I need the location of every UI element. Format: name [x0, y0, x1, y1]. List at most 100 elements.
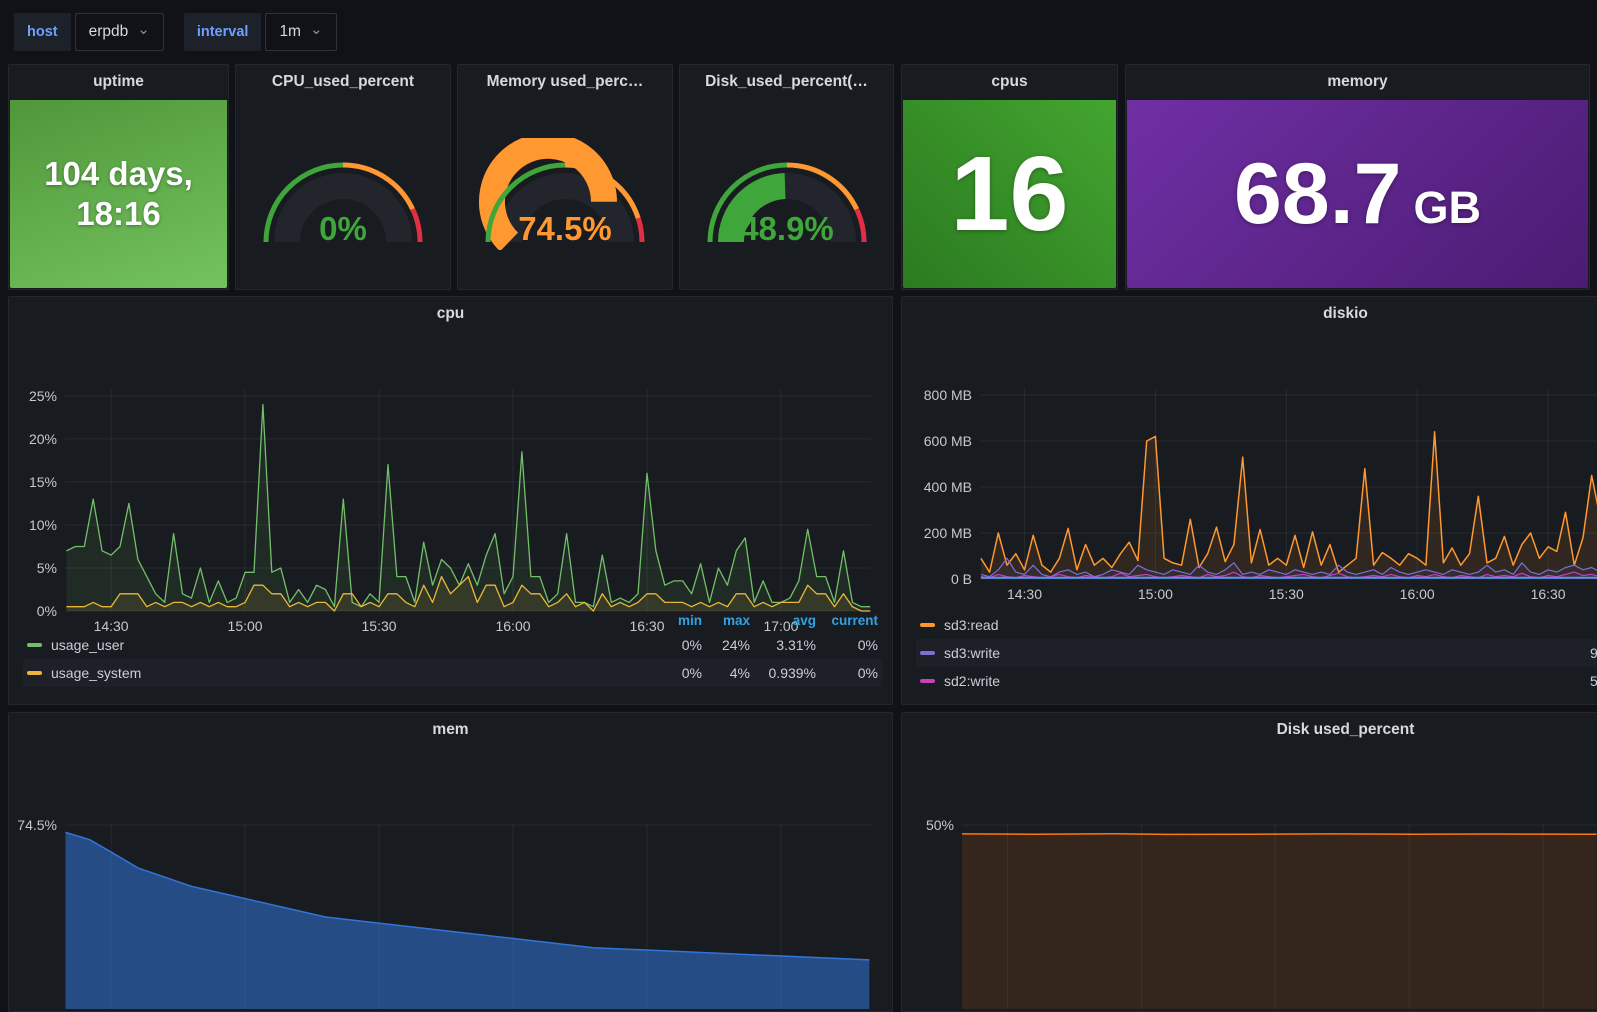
svg-text:74.5%: 74.5% — [518, 210, 612, 247]
svg-text:10%: 10% — [29, 517, 57, 533]
svg-text:16:00: 16:00 — [1400, 586, 1435, 602]
stat-value: 93 — [1590, 645, 1597, 661]
panel-title[interactable]: memory — [1327, 73, 1388, 90]
var-value-host: erpdb — [88, 23, 129, 40]
var-label-host: host — [14, 13, 71, 51]
svg-text:16:00: 16:00 — [495, 618, 530, 634]
legend-series-toggle[interactable]: sd3:write — [920, 645, 1597, 661]
panel-title[interactable]: cpu — [436, 305, 465, 322]
stat-avg: 0.939% — [768, 665, 816, 681]
memory-stat: 68.7 GB — [1127, 100, 1588, 288]
svg-text:5%: 5% — [37, 560, 57, 576]
panel-cpu-gauge: CPU_used_percent 0% — [235, 64, 451, 290]
panel-title[interactable]: uptime — [93, 73, 144, 90]
panel-title[interactable]: Disk used_percent — [1276, 721, 1415, 738]
panel-diskio-chart: diskio 14:30 15:00 15:30 16:00 16:30 0 B 200 M… — [901, 296, 1597, 705]
svg-text:800 MB: 800 MB — [924, 387, 972, 403]
svg-text:20%: 20% — [29, 431, 57, 447]
legend-series-toggle[interactable]: sd3:read — [920, 617, 1597, 633]
panel-disk-percent-chart: Disk used_percent 50% — [901, 712, 1597, 1012]
legend-sort-max[interactable]: max — [722, 612, 750, 628]
diskio-legend: sd3:read 6 sd3:write 93 sd2:write 59 — [916, 611, 1597, 695]
panel-disk-gauge: Disk_used_percent(… 48.9% — [679, 64, 894, 290]
svg-text:0%: 0% — [37, 603, 57, 619]
panel-mem-chart: mem 74.5% — [8, 712, 893, 1012]
series-color-swatch — [27, 643, 42, 647]
legend-series-toggle[interactable]: usage_system — [27, 665, 650, 681]
svg-text:15:30: 15:30 — [1269, 586, 1304, 602]
mem-chart-canvas[interactable]: 74.5% — [9, 747, 892, 1011]
var-value-interval: 1m — [279, 23, 301, 40]
cpus-stat: 16 — [903, 100, 1116, 288]
stat-avg: 3.31% — [776, 637, 816, 653]
legend-row-sd2-write: sd2:write 59 — [916, 667, 1597, 695]
svg-text:14:30: 14:30 — [1007, 586, 1042, 602]
svg-text:0%: 0% — [319, 210, 367, 247]
var-select-host[interactable]: erpdb ⌄ — [74, 13, 164, 51]
svg-text:15:30: 15:30 — [362, 618, 397, 634]
panel-title[interactable]: diskio — [1323, 305, 1368, 322]
svg-text:48.9%: 48.9% — [740, 210, 834, 247]
svg-text:200 MB: 200 MB — [924, 525, 972, 541]
uptime-value-line2: 18:16 — [76, 195, 161, 232]
panel-cpus: cpus 16 — [901, 64, 1118, 290]
memory-usage-gauge: 74.5% — [458, 99, 672, 289]
stat-max: 4% — [729, 665, 750, 681]
stat-max: 24% — [721, 637, 750, 653]
variable-interval: interval 1m ⌄ — [183, 13, 337, 51]
legend-sort-current[interactable]: current — [831, 612, 878, 628]
svg-text:14:30: 14:30 — [94, 618, 129, 634]
legend-series-toggle[interactable]: sd2:write — [920, 673, 1597, 689]
legend-row-sd3-write: sd3:write 93 — [916, 639, 1597, 667]
panel-title[interactable]: Disk_used_percent(… — [705, 73, 868, 90]
svg-text:15:00: 15:00 — [228, 618, 263, 634]
disk-percent-chart-canvas[interactable]: 50% — [902, 747, 1597, 1011]
var-select-interval[interactable]: 1m ⌄ — [265, 13, 337, 51]
panel-title[interactable]: cpus — [991, 73, 1028, 90]
stat-min: 0% — [681, 637, 702, 653]
series-color-swatch — [27, 671, 42, 675]
variable-host: host erpdb ⌄ — [14, 13, 164, 51]
cpu-usage-gauge: 0% — [236, 99, 450, 289]
legend-row-usage-system: usage_system 0% 4% 0.939% 0% — [23, 659, 882, 687]
panel-memory-gauge: Memory used_perc… 74.5% — [457, 64, 673, 290]
panel-title[interactable]: mem — [432, 721, 469, 738]
legend-sort-min[interactable]: min — [677, 612, 702, 628]
legend-row-usage-user: usage_user 0% 24% 3.31% 0% — [23, 631, 882, 659]
stat-min: 0% — [681, 665, 702, 681]
svg-text:15%: 15% — [29, 474, 57, 490]
cpu-legend: min max avg current usage_user 0% 24% 3.… — [23, 609, 882, 687]
svg-text:15:00: 15:00 — [1138, 586, 1173, 602]
svg-text:17:00: 17:00 — [763, 618, 798, 634]
legend-sort-avg[interactable]: avg — [792, 612, 816, 628]
panel-title[interactable]: Memory used_perc… — [486, 73, 644, 90]
panel-memory-stat: memory 68.7 GB — [1125, 64, 1590, 290]
cpus-value: 16 — [950, 134, 1069, 253]
var-label-interval: interval — [183, 13, 262, 51]
svg-text:400 MB: 400 MB — [924, 479, 972, 495]
series-color-swatch — [920, 623, 935, 627]
series-color-swatch — [920, 651, 935, 655]
legend-series-toggle[interactable]: usage_user — [27, 637, 650, 653]
svg-text:50%: 50% — [926, 817, 954, 833]
panel-title[interactable]: CPU_used_percent — [271, 73, 415, 90]
svg-text:0 B: 0 B — [951, 571, 972, 587]
svg-text:25%: 25% — [29, 388, 57, 404]
memory-value: 68.7 — [1234, 145, 1402, 242]
memory-unit: GB — [1413, 181, 1481, 233]
svg-text:74.5%: 74.5% — [17, 817, 57, 833]
variable-bar: host erpdb ⌄ interval 1m ⌄ — [14, 13, 337, 51]
series-color-swatch — [920, 679, 935, 683]
disk-usage-gauge: 48.9% — [680, 99, 893, 289]
svg-text:16:30: 16:30 — [629, 618, 664, 634]
grafana-dashboard: { "topbar": { "variables": [ { "label": … — [8, 13, 1597, 1012]
stat-current: 0% — [857, 637, 878, 653]
legend-row-sd3-read: sd3:read 6 — [916, 611, 1597, 639]
diskio-chart-canvas[interactable]: 14:30 15:00 15:30 16:00 16:30 0 B 200 MB 400 MB… — [902, 331, 1597, 704]
cpu-chart-canvas[interactable]: 14:30 15:00 15:30 16:00 16:30 17:00 0% 5% 10% 15%… — [9, 331, 892, 704]
panel-cpu-chart: cpu 14:30 15:00 15:30 16:00 16:30 17:00 0% 5% 10… — [8, 296, 893, 705]
svg-text:16:30: 16:30 — [1531, 586, 1566, 602]
uptime-value-line1: 104 days, — [44, 155, 193, 193]
panel-uptime: uptime 104 days, 18:16 — [8, 64, 229, 290]
stat-current: 0% — [857, 665, 878, 681]
